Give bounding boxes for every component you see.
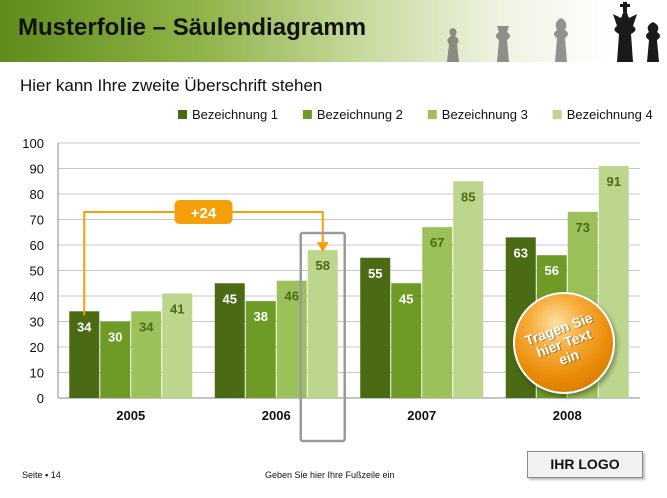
bar [162,293,193,398]
data-label: 46 [285,289,299,304]
legend-label: Bezeichnung 3 [442,107,528,122]
chart-subtitle: Hier kann Ihre zweite Überschrift stehen [20,76,323,95]
data-label: 38 [254,309,268,324]
legend-swatch [178,110,187,119]
bar [214,283,245,398]
page-title: Musterfolie – Säulendiagramm [18,14,367,41]
data-label: 34 [139,319,154,334]
footer-text: Geben Sie hier Ihre Fußzeile ein [265,470,395,480]
y-tick-label: 90 [30,162,44,177]
y-tick-label: 100 [22,136,44,151]
y-tick-label: 20 [30,340,44,355]
data-label: 67 [430,235,444,250]
bar [391,283,422,398]
bar [69,311,100,398]
header-bar: Musterfolie – Säulendiagramm [0,0,667,62]
data-label: 73 [576,220,590,235]
callout-badge: Tragen Sie hier Text ein [513,292,615,394]
y-tick-label: 40 [30,289,44,304]
annotation-arrowhead [316,242,329,253]
chess-pieces-icon [447,2,660,62]
data-label: 63 [514,245,528,260]
callout-badge-text: Tragen Sie hier Text ein [522,308,595,368]
y-tick-label: 80 [30,187,44,202]
annotation-label-box [174,200,233,224]
legend-label: Bezeichnung 2 [317,107,403,122]
data-label: 91 [607,174,621,189]
bar [131,311,162,398]
annotation-label: +24 [191,205,217,222]
y-tick-label: 50 [30,264,44,279]
bar [422,227,453,398]
bar [360,257,391,398]
legend-swatch [427,110,437,119]
y-tick-label: 60 [30,238,44,253]
x-tick-label: 2008 [553,408,582,423]
data-label: 55 [368,266,382,281]
data-label: 34 [77,319,92,334]
legend-label: Bezeichnung 1 [192,107,278,122]
data-label: 45 [399,291,413,306]
x-tick-label: 2007 [407,408,436,423]
data-label: 41 [170,301,184,316]
legend-swatch [302,110,312,119]
x-tick-label: 2005 [116,408,145,423]
data-label: 56 [545,263,559,278]
company-logo: IHR LOGO [527,451,643,478]
bar [453,181,484,398]
y-tick-label: 0 [37,391,44,406]
bar [307,250,338,398]
page-number: Seite ▪ 14 [22,470,61,480]
y-tick-label: 10 [30,366,44,381]
bar [100,321,131,398]
y-tick-label: 30 [30,315,44,330]
data-label: 45 [223,291,237,306]
data-label: 30 [108,330,122,345]
x-tick-label: 2006 [262,408,291,423]
highlight-frame [299,231,346,443]
y-tick-label: 70 [30,213,44,228]
legend-label: Bezeichnung 4 [567,107,653,122]
legend-swatch [552,110,562,119]
data-label: 85 [461,189,475,204]
data-label: 58 [316,258,330,273]
bar [245,301,276,398]
